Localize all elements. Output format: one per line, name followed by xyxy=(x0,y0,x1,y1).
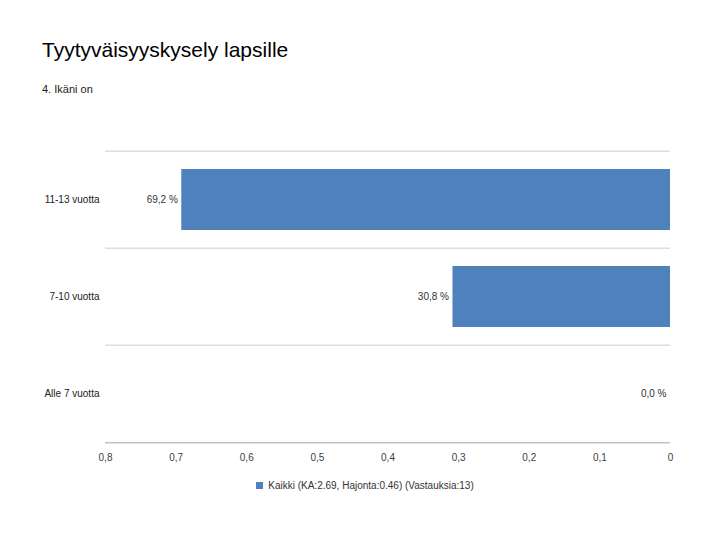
svg-text:30,8 %: 30,8 % xyxy=(418,291,449,302)
html-text:Kaikki (KA:2.69, Hajonta:0.46): Kaikki (KA:2.69, Hajonta:0.46) (Vastauks… xyxy=(268,480,474,491)
svg-text:0,3: 0,3 xyxy=(452,452,466,463)
html-text:4. Ikäni on: 4. Ikäni on xyxy=(42,83,93,95)
svg-text:0,4: 0,4 xyxy=(381,452,395,463)
svg-text:0: 0 xyxy=(668,452,674,463)
svg-text:69,2 %: 69,2 % xyxy=(147,194,178,205)
svg-text:0,7: 0,7 xyxy=(169,452,183,463)
svg-text:7-10 vuotta: 7-10 vuotta xyxy=(49,291,99,302)
svg-text:0,6: 0,6 xyxy=(240,452,254,463)
svg-text:0,2: 0,2 xyxy=(522,452,536,463)
svg-text:0,1: 0,1 xyxy=(593,452,607,463)
svg-text:0,5: 0,5 xyxy=(310,452,324,463)
html-text:Tyytyväisyyskysely lapsille: Tyytyväisyyskysely lapsille xyxy=(42,38,289,61)
svg-text:Alle 7 vuotta: Alle 7 vuotta xyxy=(44,388,99,399)
svg-text:0,8: 0,8 xyxy=(99,452,113,463)
svg-text:0,0 %: 0,0 % xyxy=(641,388,667,399)
svg-text:11-13 vuotta: 11-13 vuotta xyxy=(45,194,100,205)
